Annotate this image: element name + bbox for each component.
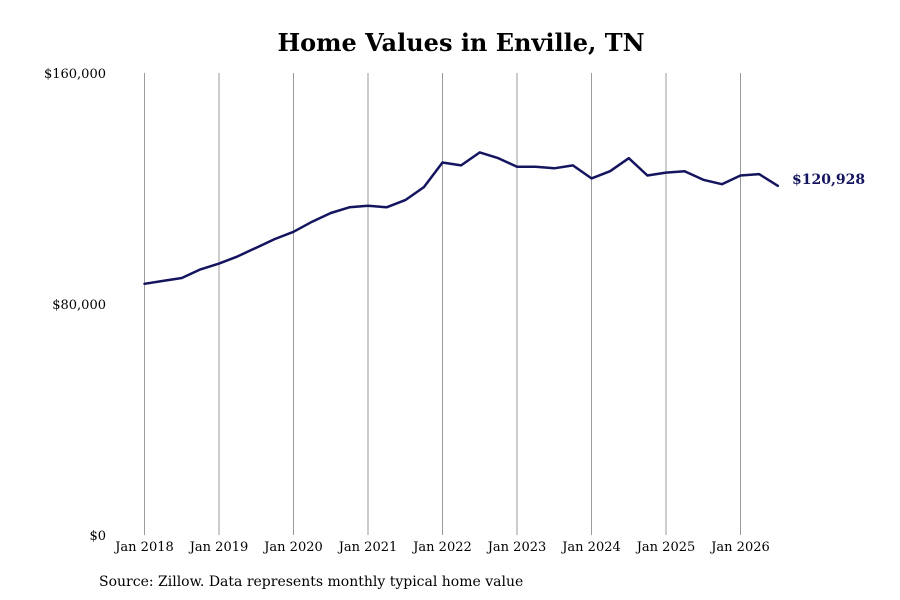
data-point-0-34 (777, 185, 779, 187)
data-point-0-25 (609, 170, 611, 172)
data-point-0-6 (255, 247, 257, 249)
y-tick-label-1: $80,000 (52, 298, 106, 313)
data-point-0-24 (590, 177, 593, 179)
data-point-0-26 (628, 157, 630, 159)
data-point-0-7 (274, 238, 276, 240)
data-point-0-5 (237, 255, 239, 257)
data-point-0-27 (646, 174, 649, 177)
data-point-0-2 (181, 277, 183, 279)
y-tick-label-2: $160,000 (44, 67, 106, 82)
x-tick-label-8: Jan 2026 (709, 540, 770, 555)
data-point-0-20 (516, 166, 518, 168)
data-point-0-31 (721, 183, 723, 185)
chart-title: Home Values in Enville, TN (277, 28, 645, 57)
data-point-0-23 (572, 164, 574, 166)
last-value-label: $120,928 (792, 172, 865, 188)
data-point-0-10 (330, 212, 332, 214)
x-tick-label-3: Jan 2021 (337, 540, 398, 555)
data-point-0-3 (199, 268, 201, 270)
data-point-0-16 (441, 161, 444, 164)
data-point-0-32 (739, 174, 742, 177)
x-axis-tick-labels: Jan 2018 Jan 2019 Jan 2020 Jan 2021 Jan 2022… (113, 540, 770, 555)
data-point-0-4 (218, 263, 220, 265)
data-point-0-9 (311, 221, 313, 223)
data-point-0-18 (479, 151, 481, 153)
series-line-0 (143, 151, 780, 286)
data-point-0-12 (367, 205, 369, 207)
x-tick-label-1: Jan 2019 (188, 540, 249, 555)
x-tick-label-7: Jan 2025 (635, 540, 696, 555)
x-tick-label-6: Jan 2024 (560, 540, 621, 555)
data-point-0-17 (460, 164, 462, 166)
x-tick-label-2: Jan 2020 (262, 540, 323, 555)
data-point-0-22 (553, 167, 555, 169)
data-point-0-13 (386, 206, 388, 208)
data-point-0-28 (665, 172, 667, 174)
x-tick-label-5: Jan 2023 (486, 540, 547, 555)
x-tick-label-0: Jan 2018 (113, 540, 174, 555)
data-point-0-29 (684, 170, 686, 172)
data-point-0-19 (497, 157, 499, 159)
data-point-0-0 (143, 283, 146, 285)
x-tick-label-4: Jan 2022 (411, 540, 472, 555)
data-point-0-8 (292, 231, 295, 233)
y-axis-tick-labels: $0 $80,000 $160,000 (44, 67, 106, 544)
data-point-0-21 (535, 166, 537, 168)
source-note: Source: Zillow. Data represents monthly … (99, 574, 524, 590)
series-layer (143, 151, 780, 286)
gridlines (144, 73, 741, 535)
data-point-0-11 (348, 206, 350, 208)
y-tick-label-0: $0 (89, 529, 106, 544)
data-point-0-30 (702, 179, 704, 181)
data-point-0-14 (404, 199, 406, 201)
data-point-0-1 (162, 280, 164, 282)
data-point-0-33 (758, 173, 760, 175)
data-point-0-15 (423, 186, 425, 188)
